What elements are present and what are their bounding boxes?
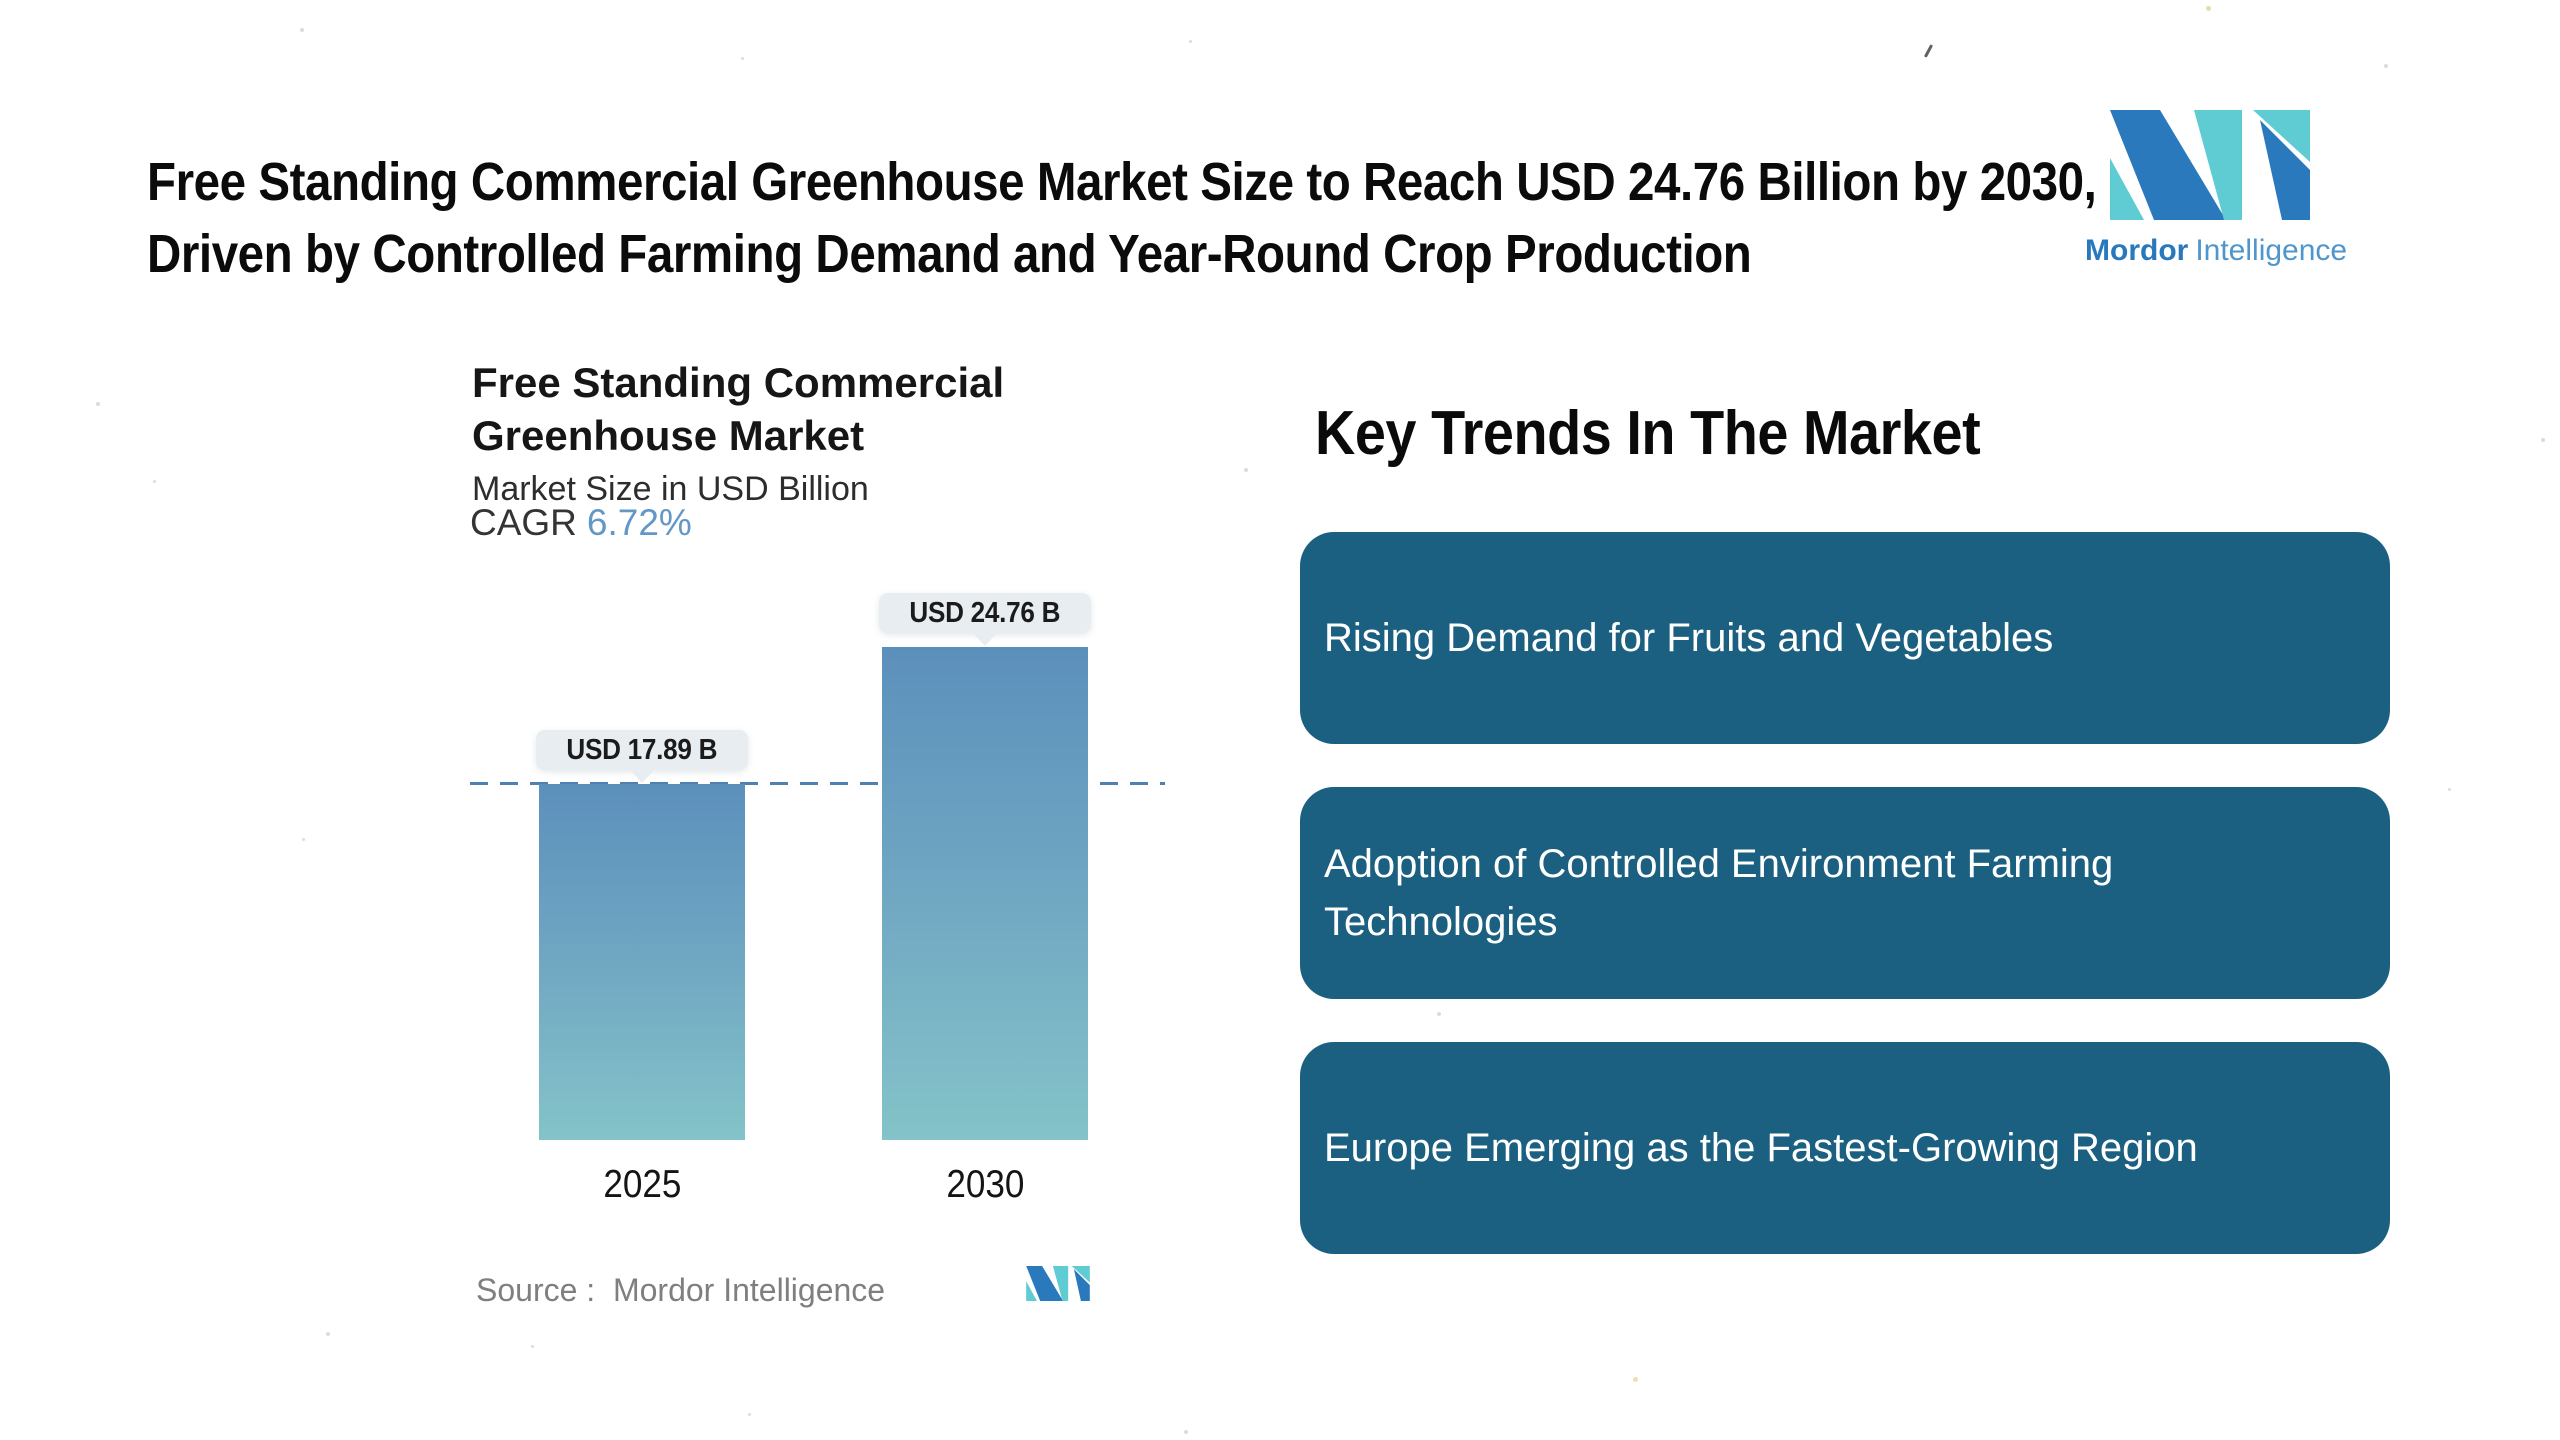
chart-cagr: CAGR 6.72% [470, 502, 692, 544]
brand-wordmark: Mordor Intelligence [2085, 234, 2347, 268]
trend-box-2: Adoption of Controlled Environment Farmi… [1300, 787, 2390, 999]
mordor-logo-small-icon [1026, 1266, 1090, 1301]
dashed-reference-line [470, 782, 1165, 785]
bar-2030 [882, 647, 1088, 1140]
chart-subtitle: Market Size in USD Billion [472, 470, 869, 508]
cagr-label: CAGR [470, 502, 577, 543]
chart-title: Free Standing Commercial Greenhouse Mark… [472, 359, 1005, 459]
page-headline: Free Standing Commercial Greenhouse Mark… [147, 146, 2097, 290]
value-label-2030: USD 24.76 B [879, 593, 1091, 633]
x-axis-label-2025: 2025 [602, 1163, 682, 1206]
trend-box-3: Europe Emerging as the Fastest-Growing R… [1300, 1042, 2390, 1254]
mordor-logo-mark-icon [2110, 110, 2310, 220]
headline-line-2: Driven by Controlled Farming Demand and … [147, 224, 1752, 284]
trend-box-1: Rising Demand for Fruits and Vegetables [1300, 532, 2390, 744]
trend-box-2-text: Adoption of Controlled Environment Farmi… [1324, 842, 2114, 944]
brand-name-bold: Mordor [2085, 234, 2189, 267]
chart-source: Source : Mordor Intelligence [476, 1272, 886, 1308]
cagr-value: 6.72% [586, 502, 692, 543]
bar-2025 [539, 784, 745, 1140]
x-axis-label-2030: 2030 [945, 1163, 1025, 1206]
brand-name-light: Intelligence [2195, 234, 2348, 267]
trend-box-1-text: Rising Demand for Fruits and Vegetables [1324, 616, 2054, 660]
value-label-2025: USD 17.89 B [536, 730, 748, 770]
key-trends-heading: Key Trends In The Market [1315, 399, 1981, 468]
mordor-intelligence-logo: Mordor Intelligence [2085, 110, 2347, 268]
trend-box-3-text: Europe Emerging as the Fastest-Growing R… [1324, 1126, 2198, 1170]
headline-line-1: Free Standing Commercial Greenhouse Mark… [147, 152, 2097, 212]
